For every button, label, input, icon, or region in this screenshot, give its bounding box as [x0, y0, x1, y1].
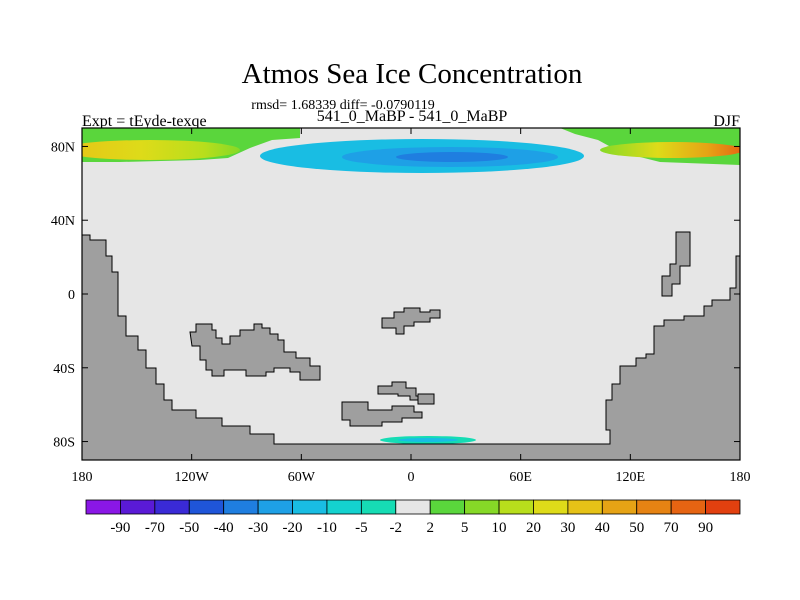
colorbar-swatch: [429, 499, 466, 515]
y-tick-label: 80S: [53, 436, 75, 451]
y-tick-label: 40S: [53, 362, 75, 377]
colorbar-label: 5: [461, 520, 469, 536]
colorbar-swatch: [326, 499, 362, 515]
land-southern-island-b: [417, 393, 435, 405]
colorbar-swatch: [567, 499, 603, 515]
colorbar-label: 30: [560, 520, 575, 536]
land-west-continent: [82, 234, 740, 460]
land-east-island: [661, 231, 691, 297]
x-tick-label: 60E: [509, 470, 532, 485]
colorbar-swatch: [257, 499, 293, 515]
colorbar-swatch: [601, 499, 638, 515]
colorbar-label: -10: [317, 520, 337, 536]
colorbar-swatch: [85, 499, 121, 515]
colorbar-swatch: [395, 499, 431, 515]
colorbar-label: -40: [214, 520, 234, 536]
colorbar-swatch: [188, 499, 225, 515]
colorbar-label: -90: [110, 520, 130, 536]
period-label: 541_0_MaBP - 541_0_MaBP: [317, 108, 508, 125]
colorbar-label: -70: [145, 520, 165, 536]
chart-title: Atmos Sea Ice Concentration: [242, 58, 583, 90]
colorbar-label: 2: [426, 520, 434, 536]
y-axis: 80N 40N 0 40S 80S: [51, 140, 740, 451]
x-axis: 180 120W 60W 0 60E 120E 180: [72, 128, 751, 485]
arctic-field: [82, 128, 740, 173]
arctic-positive-core-east: [600, 142, 740, 158]
colorbar: -90 -70 -50 -40 -30 -20 -10 -5 -2 2 5 10 20 30 40 50 70 9…: [85, 499, 741, 536]
arctic-negative-core: [396, 152, 508, 162]
colorbar-label: -5: [355, 520, 368, 536]
colorbar-label: -50: [179, 520, 199, 536]
x-tick-label: 0: [408, 470, 415, 485]
x-tick-label: 120W: [175, 470, 210, 485]
y-tick-label: 0: [68, 288, 75, 303]
stats-line: rmsd= 1.68339 diff= -0.0790119: [251, 98, 434, 113]
colorbar-swatch: [292, 499, 328, 515]
y-tick-label: 80N: [51, 140, 75, 155]
experiment-label: Expt = tEyde-texqe: [82, 113, 207, 130]
land-northern-island: [381, 307, 441, 335]
colorbar-swatch: [533, 499, 569, 515]
colorbar-label: 90: [698, 520, 713, 536]
colorbar-label: -20: [283, 520, 303, 536]
colorbar-label: -2: [390, 520, 403, 536]
season-label: DJF: [713, 113, 740, 130]
x-tick-label: 180: [72, 470, 93, 485]
y-tick-label: 40N: [51, 214, 75, 229]
colorbar-swatch: [223, 499, 259, 515]
x-tick-label: 60W: [288, 470, 316, 485]
arctic-positive-core-west: [82, 140, 240, 160]
colorbar-swatch: [360, 499, 397, 515]
colorbar-swatch: [670, 499, 706, 515]
colorbar-swatch: [120, 499, 156, 515]
colorbar-label: 40: [595, 520, 610, 536]
colorbar-label: 50: [629, 520, 644, 536]
x-tick-label: 180: [730, 470, 751, 485]
x-tick-label: 120E: [616, 470, 646, 485]
colorbar-label: 20: [526, 520, 541, 536]
colorbar-label: -30: [248, 520, 268, 536]
colorbar-swatch: [464, 499, 500, 515]
land-southern-island-c: [341, 401, 423, 427]
land-masses: [82, 231, 740, 460]
colorbar-swatch: [705, 499, 741, 515]
colorbar-label: 10: [492, 520, 507, 536]
colorbar-swatch: [154, 499, 190, 515]
colorbar-swatch: [498, 499, 534, 515]
antarctic-negative-core: [398, 438, 458, 442]
colorbar-label: 70: [664, 520, 679, 536]
land-central-continent: [189, 323, 321, 381]
colorbar-swatch: [636, 499, 672, 515]
